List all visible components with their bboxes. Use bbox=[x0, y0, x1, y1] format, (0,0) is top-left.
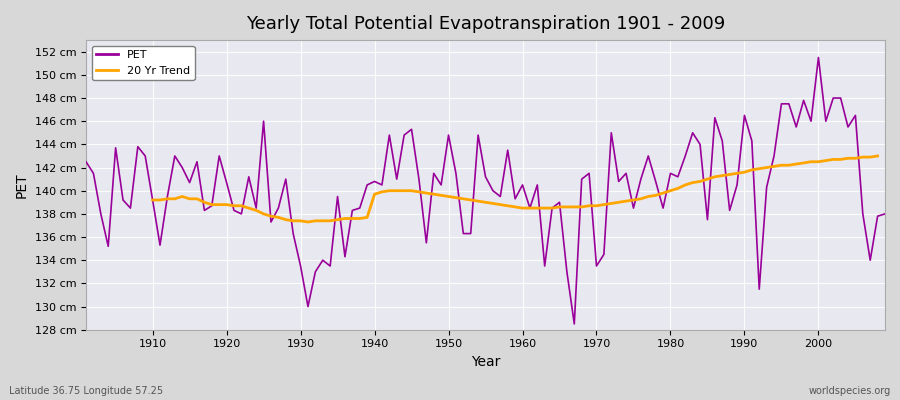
Legend: PET, 20 Yr Trend: PET, 20 Yr Trend bbox=[92, 46, 194, 80]
Y-axis label: PET: PET bbox=[15, 172, 29, 198]
Text: worldspecies.org: worldspecies.org bbox=[809, 386, 891, 396]
Text: Latitude 36.75 Longitude 57.25: Latitude 36.75 Longitude 57.25 bbox=[9, 386, 163, 396]
Title: Yearly Total Potential Evapotranspiration 1901 - 2009: Yearly Total Potential Evapotranspiratio… bbox=[246, 15, 725, 33]
X-axis label: Year: Year bbox=[471, 355, 500, 369]
